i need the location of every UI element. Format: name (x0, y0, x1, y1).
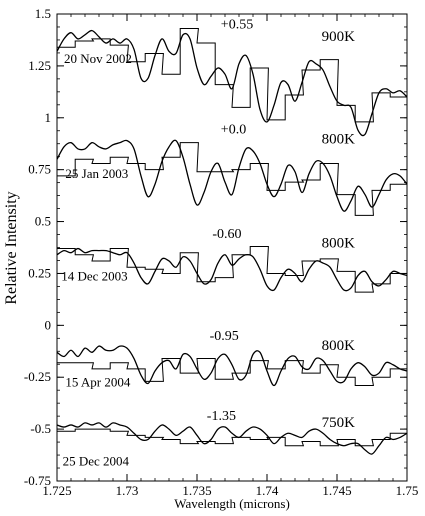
observed-spectrum-line (57, 428, 407, 447)
x-tick-label: 1.725 (42, 483, 71, 498)
x-axis-label: Wavelength (microns) (174, 496, 290, 511)
y-tick-label: 1.25 (28, 58, 51, 73)
spectrum-offset-label: -0.60 (212, 227, 241, 242)
spectrum-temperature-label: 800K (322, 236, 356, 252)
observed-spectrum-line (57, 358, 407, 387)
spectrum-date-label: 25 Jan 2003 (65, 166, 128, 181)
spectrum-offset-label: +0.55 (221, 18, 253, 33)
y-tick-label: 0.5 (35, 214, 51, 229)
model-spectrum-line (56, 29, 408, 137)
spectrum-offset-label: -0.95 (210, 329, 239, 344)
x-tick-label: 1.75 (396, 483, 419, 498)
spectrum-temperature-label: 800K (322, 132, 356, 148)
x-tick-label: 1.735 (182, 483, 211, 498)
spectrum-date-label: 20 Nov 2002 (64, 51, 132, 66)
y-axis-label: Relative Intensity (3, 191, 20, 304)
spectrum-temperature-label: 900K (322, 29, 356, 45)
spectrum-temperature-label: 800K (322, 338, 356, 354)
axis-layer: 1.725 1.73 1.735 1.74 1.745 1.75 -0.75 -0.5 -0.2… (24, 6, 418, 498)
y-tick-label: 0.25 (28, 265, 51, 280)
y-tick-label: 0.75 (28, 162, 51, 177)
plot-layer (56, 28, 408, 455)
y-tick-label: -0.5 (30, 421, 51, 436)
x-tick-label: 1.73 (116, 483, 139, 498)
spectrum-offset-label: +0.0 (221, 122, 246, 137)
x-tick-label: 1.74 (256, 483, 279, 498)
model-spectrum-line (56, 422, 408, 455)
model-spectrum-line (56, 345, 408, 387)
y-tick-label: -0.25 (24, 369, 51, 384)
y-tick-label: 0 (45, 317, 52, 332)
y-tick-label: 1.5 (35, 6, 51, 21)
spectrum-date-label: 14 Dec 2003 (61, 269, 127, 284)
observed-spectrum-line (57, 142, 407, 216)
model-spectrum-line (56, 247, 408, 292)
annotation-layer: 20 Nov 2002 +0.55 900K 25 Jan 2003 +0.0 800K 1… (61, 18, 355, 469)
y-tick-label: -0.75 (24, 473, 51, 488)
observed-spectrum-line (57, 245, 407, 293)
spectrum-offset-label: -1.35 (207, 409, 236, 424)
model-spectrum-line (56, 139, 408, 212)
y-tick-label: 1 (45, 110, 52, 125)
spectrum-temperature-label: 750K (322, 415, 356, 431)
spectrum-date-label: 25 Dec 2004 (63, 453, 130, 468)
x-tick-label: 1.745 (322, 483, 351, 498)
spectrum-date-label: 15 Apr 2004 (65, 375, 130, 390)
